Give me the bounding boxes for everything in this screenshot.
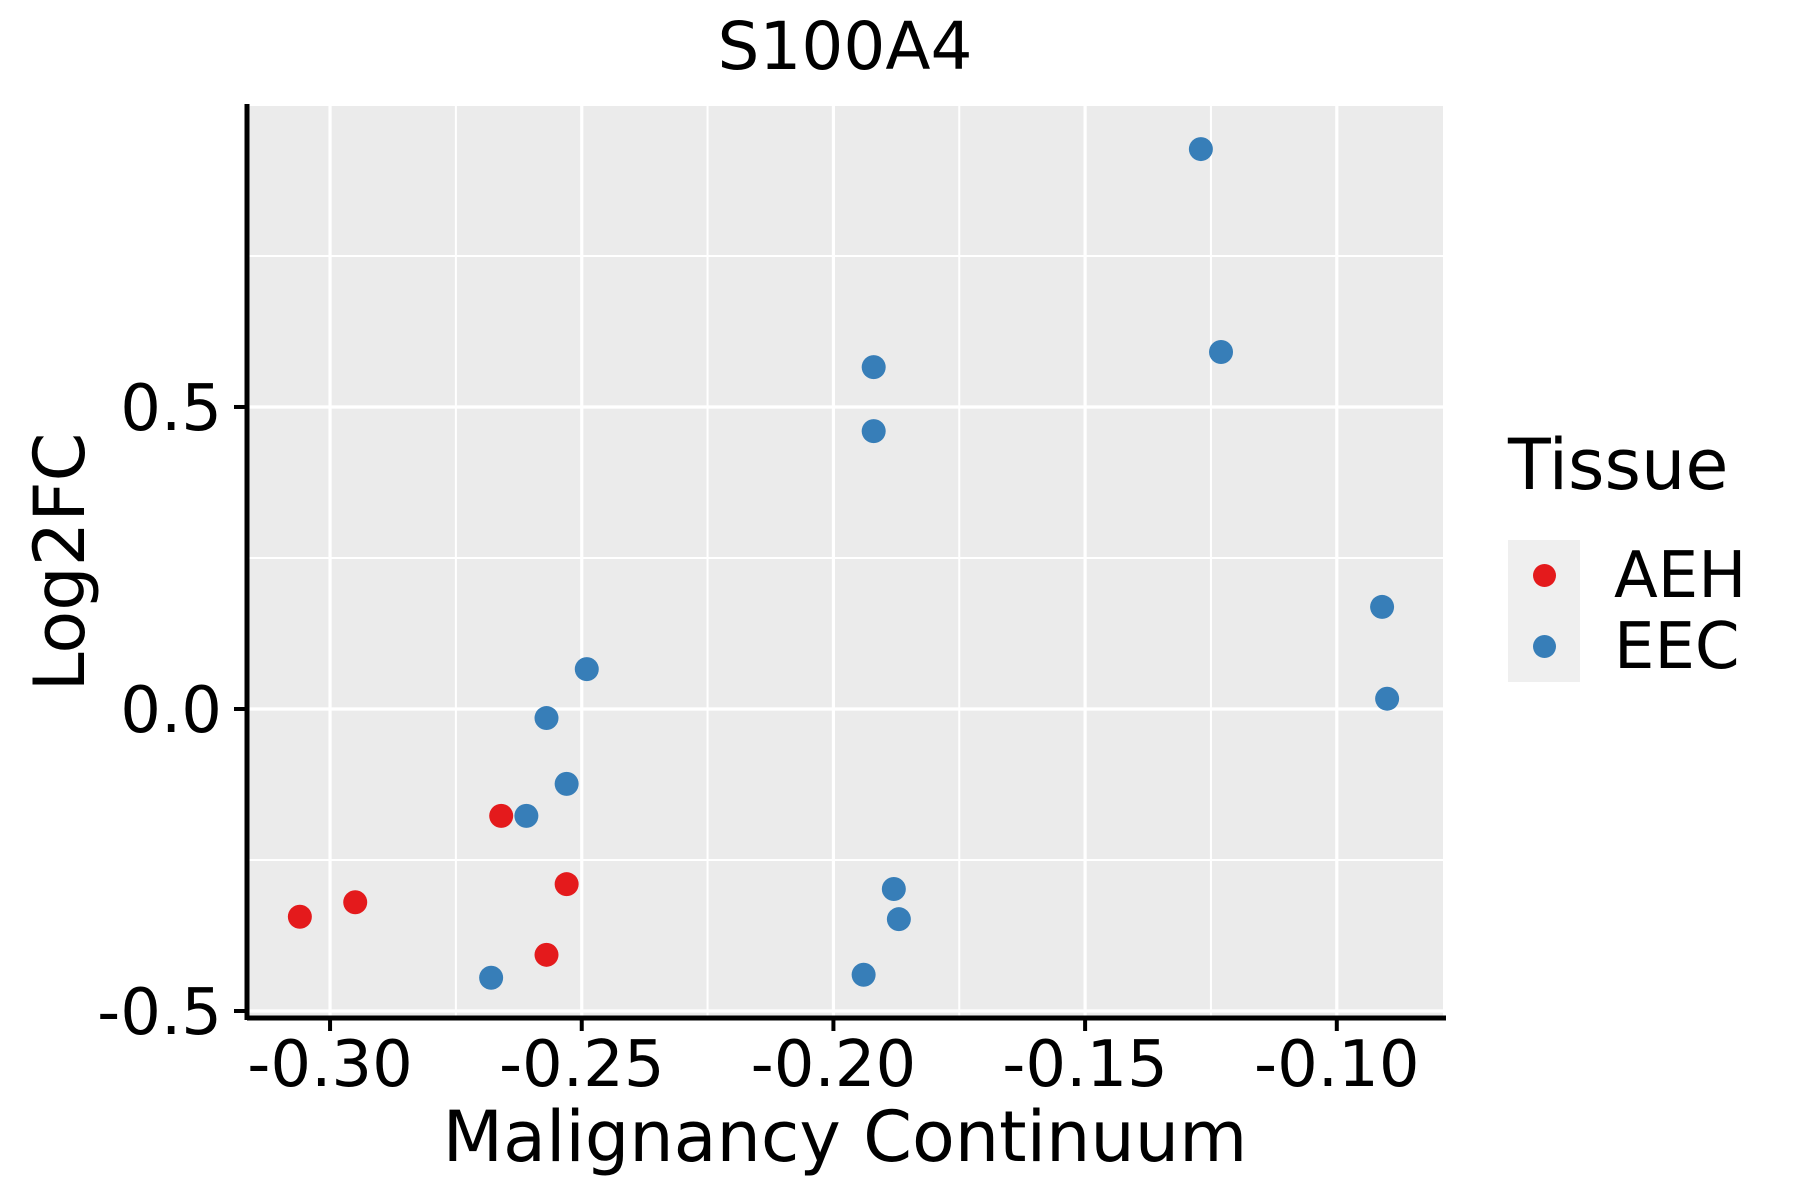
plot-title: S100A4 bbox=[717, 8, 973, 85]
aeh-point-icon bbox=[1532, 564, 1556, 587]
data-point bbox=[534, 706, 559, 731]
data-point bbox=[287, 904, 312, 929]
x-tick-label: -0.20 bbox=[751, 1028, 917, 1102]
data-point bbox=[343, 890, 368, 915]
y-tick-label: 0.0 bbox=[120, 674, 222, 748]
legend-key-box bbox=[1508, 611, 1580, 682]
data-point bbox=[1375, 686, 1400, 711]
x-tick-label: -0.10 bbox=[1254, 1028, 1420, 1102]
data-point bbox=[851, 962, 876, 987]
x-tick-label: -0.15 bbox=[1002, 1028, 1168, 1102]
data-point bbox=[861, 355, 886, 380]
x-tick-label: -0.30 bbox=[247, 1028, 413, 1102]
legend-label-eec: EEC bbox=[1614, 609, 1740, 684]
data-point bbox=[574, 657, 599, 682]
legend-title: Tissue bbox=[1508, 424, 1729, 506]
data-point bbox=[534, 942, 559, 967]
data-point bbox=[489, 803, 514, 828]
data-point bbox=[1370, 594, 1395, 619]
y-axis-title: Log2FC bbox=[19, 432, 101, 692]
data-point bbox=[479, 965, 504, 990]
data-point bbox=[881, 876, 906, 901]
data-point bbox=[554, 872, 579, 897]
y-tick-label: 0.5 bbox=[120, 372, 222, 446]
eec-point-icon bbox=[1532, 635, 1556, 658]
y-tick-label: -0.5 bbox=[97, 976, 222, 1050]
x-axis-title: Malignancy Continuum bbox=[442, 1096, 1248, 1178]
data-point bbox=[886, 907, 911, 932]
data-point bbox=[1188, 137, 1213, 162]
legend-key-box bbox=[1508, 540, 1580, 611]
plot-panel bbox=[247, 106, 1443, 1018]
data-point bbox=[861, 419, 886, 444]
x-tick-label: -0.25 bbox=[499, 1028, 665, 1102]
legend-entry-eec: EEC bbox=[1508, 611, 1746, 682]
legend-entry-aeh: AEH bbox=[1508, 540, 1746, 611]
data-point bbox=[1209, 340, 1234, 365]
data-point bbox=[554, 771, 579, 796]
legend: Tissue AEH EEC bbox=[1508, 430, 1746, 682]
legend-label-aeh: AEH bbox=[1614, 538, 1747, 613]
data-point bbox=[514, 803, 539, 828]
